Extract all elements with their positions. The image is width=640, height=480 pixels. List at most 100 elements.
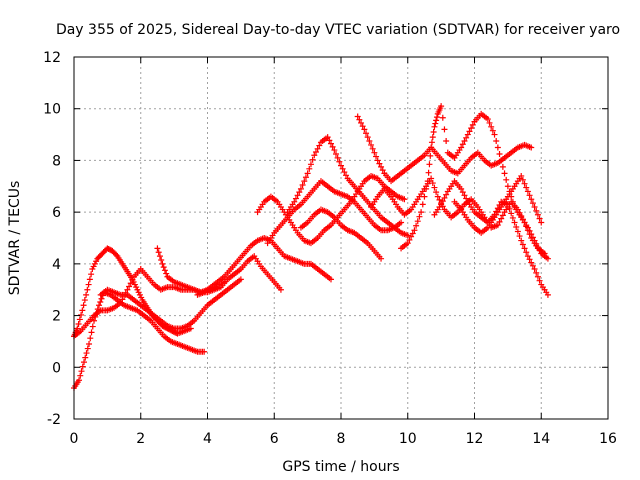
x-tick-label: 16 [599, 431, 617, 447]
data-point [529, 262, 536, 269]
data-point [509, 214, 516, 221]
data-point [496, 218, 503, 225]
x-tick-label: 4 [203, 431, 212, 447]
data-point [406, 236, 413, 243]
data-point [544, 291, 551, 298]
data-point [366, 138, 373, 145]
data-point [459, 189, 466, 196]
data-point [76, 316, 83, 323]
y-tick-label: 2 [52, 309, 61, 325]
data-point [514, 206, 521, 213]
data-marks [71, 103, 551, 391]
data-point [436, 196, 443, 203]
data-point [117, 299, 124, 306]
data-point [80, 302, 87, 309]
data-point [429, 134, 436, 141]
series-track-4 [97, 276, 244, 332]
data-point [294, 192, 301, 199]
data-point [296, 189, 303, 196]
data-point [89, 323, 96, 330]
data-point [418, 209, 425, 216]
y-tick-label: 8 [52, 153, 61, 169]
data-point [533, 269, 540, 276]
data-point [98, 295, 105, 302]
data-point [302, 174, 309, 181]
y-tick-label: 10 [43, 102, 61, 118]
data-point [154, 245, 161, 252]
data-point [77, 372, 84, 379]
data-point [187, 325, 194, 332]
data-point [312, 149, 319, 156]
data-point [163, 270, 170, 277]
data-point [159, 260, 166, 267]
y-tick-label: 4 [52, 257, 61, 273]
data-point [521, 180, 528, 187]
data-point [501, 170, 508, 177]
data-point [432, 120, 439, 127]
data-point [304, 170, 311, 177]
data-point [277, 286, 284, 293]
data-point [404, 240, 411, 247]
data-point [439, 114, 446, 121]
data-point [484, 116, 491, 123]
data-point [156, 253, 163, 260]
data-point [155, 249, 162, 256]
data-point [506, 205, 513, 212]
data-point [521, 219, 528, 226]
data-point [158, 256, 165, 263]
data-point [306, 165, 313, 172]
data-point [463, 195, 470, 202]
data-point [292, 195, 299, 202]
data-point [369, 145, 376, 152]
data-point [531, 266, 538, 273]
x-tick-label: 0 [70, 431, 79, 447]
data-point [459, 141, 466, 148]
x-tick-label: 2 [136, 431, 145, 447]
data-point [324, 134, 331, 141]
data-point [83, 350, 90, 357]
data-point [307, 161, 314, 168]
data-point [538, 219, 545, 226]
data-point [511, 219, 518, 226]
series-track-10 [297, 206, 385, 262]
data-point [518, 237, 525, 244]
data-point [521, 245, 528, 252]
data-point [503, 176, 510, 183]
data-point [378, 255, 385, 262]
data-point [514, 228, 521, 235]
data-point [524, 227, 531, 234]
data-point [518, 213, 525, 220]
data-point [373, 153, 380, 160]
data-point [536, 215, 543, 222]
data-point [469, 121, 476, 128]
data-point [464, 131, 471, 138]
data-point [84, 286, 91, 293]
data-point [529, 200, 536, 207]
data-point [326, 137, 333, 144]
data-point [534, 211, 541, 218]
data-point [498, 215, 505, 222]
data-point [85, 281, 92, 288]
y-axis-title: SDTVAR / TECUs [7, 181, 23, 296]
data-point [489, 127, 496, 134]
data-point [528, 196, 535, 203]
data-point [438, 103, 445, 110]
data-point [358, 119, 365, 126]
data-point [416, 213, 423, 220]
y-tick-label: 12 [43, 50, 61, 66]
data-point [461, 192, 468, 199]
x-tick-label: 10 [399, 431, 417, 447]
data-point [441, 194, 448, 201]
data-point [301, 178, 308, 185]
data-point [533, 207, 540, 214]
data-point [343, 172, 350, 179]
data-point [378, 163, 385, 170]
data-point [498, 157, 505, 164]
data-point [356, 116, 363, 123]
data-point [428, 144, 435, 151]
data-point [443, 138, 450, 145]
data-point [524, 188, 531, 195]
data-point [86, 276, 93, 283]
data-point [494, 222, 501, 229]
y-tick-label: -2 [47, 412, 61, 428]
